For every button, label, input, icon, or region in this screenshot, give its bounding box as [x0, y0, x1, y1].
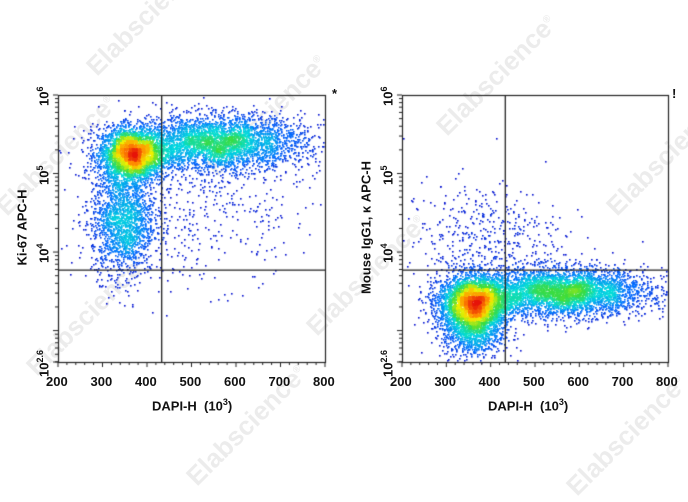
- right-corner-marker: !: [672, 86, 677, 101]
- x-tick-label: 800: [656, 374, 678, 389]
- x-tick-label: 500: [523, 374, 545, 389]
- y-tick-label: 105: [379, 165, 396, 185]
- x-tick-label: 300: [434, 374, 457, 389]
- y-tick-label: 104: [379, 243, 396, 264]
- y-tick-label: 102.6: [379, 350, 396, 377]
- right-plot-canvas: [0, 0, 688, 490]
- x-tick-label: 200: [390, 374, 412, 389]
- x-tick-label: 400: [478, 374, 501, 389]
- y-tick-label: 106: [379, 86, 396, 106]
- right-y-axis-label: Mouse IgG1, κ APC-H: [358, 161, 374, 294]
- x-tick-label: 700: [611, 374, 634, 389]
- x-tick-label: 600: [567, 374, 590, 389]
- right-x-axis-label: DAPI-H (103): [488, 397, 569, 414]
